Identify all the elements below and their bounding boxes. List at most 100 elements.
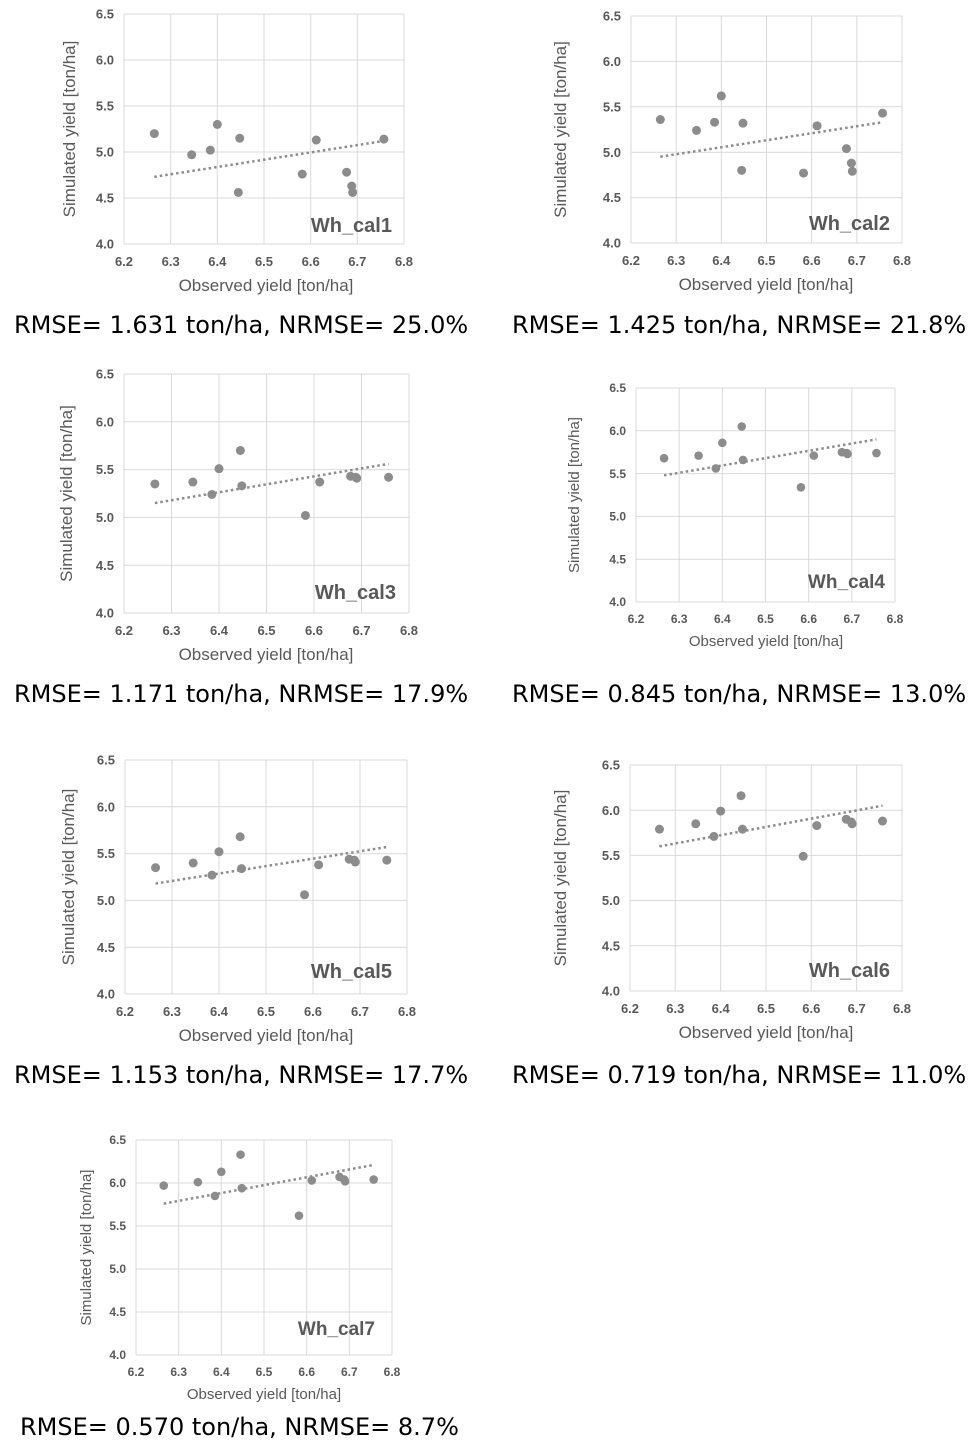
trendline [155, 845, 387, 885]
data-point [841, 144, 851, 154]
y-axis-label: Simulated yield [ton/ha] [551, 790, 570, 967]
x-tick-label: 6.5 [256, 1365, 273, 1379]
y-tick-label: 5.0 [603, 145, 621, 160]
x-tick-label: 6.5 [255, 254, 273, 269]
data-point [350, 857, 360, 867]
x-tick-label: 6.2 [622, 253, 640, 268]
y-tick-label: 6.0 [109, 1176, 126, 1190]
scatter-chart-wh-cal3: 6.2 6.3 6.4 6.5 6.6 6.7 6.8 4.0 4.5 5.0 5.5 6.0 6.5 O… [57, 367, 418, 664]
x-tick-label: 6.4 [210, 623, 229, 638]
chart-title: Wh_cal3 [315, 582, 396, 604]
x-axis-label: Observed yield [ton/ha] [187, 1386, 341, 1403]
data-point [798, 851, 808, 861]
data-point [300, 510, 310, 520]
data-point [207, 870, 217, 880]
x-tick-label: 6.4 [714, 612, 731, 626]
data-point [711, 464, 721, 473]
y-tick-label: 4.5 [609, 552, 626, 566]
x-tick-label: 6.8 [893, 1001, 911, 1016]
x-tick-label: 6.4 [208, 254, 227, 269]
data-point [151, 863, 161, 873]
y-tick-label: 4.5 [603, 190, 621, 205]
data-point [809, 451, 819, 460]
data-point [210, 1191, 220, 1201]
chart-caption: RMSE= 1.171 ton/ha, NRMSE= 17.9% [14, 680, 469, 708]
y-tick-label: 5.5 [96, 462, 114, 477]
y-tick-label: 5.0 [96, 510, 114, 525]
data-point [878, 816, 888, 826]
data-point [694, 451, 703, 460]
x-axis-label: Observed yield [ton/ha] [179, 645, 354, 664]
x-tick-label: 6.6 [305, 623, 323, 638]
chart-caption: RMSE= 0.719 ton/ha, NRMSE= 11.0% [512, 1061, 967, 1089]
data-point [872, 448, 881, 458]
y-tick-label: 5.5 [603, 99, 621, 114]
y-tick-label: 6.0 [96, 53, 114, 68]
data-point [716, 91, 726, 101]
y-tick-label: 5.0 [109, 1262, 126, 1276]
data-point [659, 453, 669, 463]
data-point [718, 438, 727, 448]
x-tick-label: 6.7 [352, 623, 370, 638]
data-point [812, 821, 822, 831]
y-axis-label: Simulated yield [ton/ha] [60, 41, 79, 218]
x-tick-label: 6.3 [667, 253, 685, 268]
x-tick-label: 6.2 [115, 623, 133, 638]
data-point [340, 1176, 350, 1186]
x-tick-label: 6.6 [302, 254, 320, 269]
chart-title: Wh_cal2 [809, 213, 890, 235]
y-tick-label: 6.0 [97, 799, 115, 814]
x-tick-label: 6.6 [803, 253, 821, 268]
data-point [235, 133, 245, 143]
y-axis-label: Simulated yield [ton/ha] [551, 41, 570, 218]
x-tick-label: 6.5 [757, 253, 775, 268]
y-tick-label: 6.0 [96, 414, 114, 429]
scatter-chart-wh-cal7: 6.2 6.3 6.4 6.5 6.6 6.7 6.8 4.0 4.5 5.0 5.5 6.0 6.5 O… [78, 1133, 401, 1403]
data-point [149, 129, 159, 139]
x-axis-label: Observed yield [ton/ha] [679, 1023, 854, 1042]
data-point [212, 119, 222, 129]
chart-caption: RMSE= 1.631 ton/ha, NRMSE= 25.0% [14, 311, 469, 339]
trendline [660, 121, 883, 158]
x-tick-label: 6.6 [802, 1001, 820, 1016]
x-tick-label: 6.7 [341, 1365, 358, 1379]
data-point [214, 847, 224, 857]
data-point [847, 819, 857, 829]
y-tick-label: 4.5 [96, 191, 114, 206]
data-point [187, 150, 197, 160]
data-point [207, 489, 217, 499]
y-tick-label: 4.0 [602, 984, 620, 999]
data-point [315, 477, 325, 487]
data-point [237, 481, 247, 491]
chart-caption: RMSE= 0.570 ton/ha, NRMSE= 8.7% [20, 1413, 459, 1441]
x-tick-label: 6.6 [298, 1365, 315, 1379]
y-tick-label: 5.5 [609, 467, 626, 481]
data-point [311, 135, 321, 145]
data-point [736, 791, 746, 801]
data-point [233, 187, 243, 197]
chart-caption: RMSE= 1.153 ton/ha, NRMSE= 17.7% [14, 1061, 469, 1089]
y-tick-label: 5.0 [609, 510, 626, 524]
x-tick-label: 6.7 [848, 253, 866, 268]
chart-panel-wh-cal6: 6.2 6.3 6.4 6.5 6.6 6.7 6.8 4.0 4.5 5.0 5.5 6.0 6.5 O… [484, 740, 968, 1100]
data-point [655, 115, 665, 125]
x-tick-label: 6.6 [800, 612, 817, 626]
x-tick-label: 6.8 [398, 1004, 416, 1019]
data-point [384, 472, 394, 482]
y-tick-label: 6.5 [109, 1133, 126, 1147]
data-point [878, 108, 888, 118]
data-point [812, 121, 822, 131]
data-point [235, 832, 245, 842]
data-point [738, 118, 748, 128]
data-point [379, 134, 389, 144]
data-point [709, 831, 719, 841]
data-point [369, 1175, 378, 1184]
data-point [342, 167, 352, 177]
x-tick-label: 6.3 [162, 623, 180, 638]
x-tick-label: 6.7 [843, 612, 860, 626]
x-tick-label: 6.2 [628, 612, 645, 626]
data-point [205, 145, 215, 155]
data-point [297, 169, 307, 179]
y-tick-label: 6.5 [603, 9, 621, 24]
data-point [691, 125, 701, 135]
